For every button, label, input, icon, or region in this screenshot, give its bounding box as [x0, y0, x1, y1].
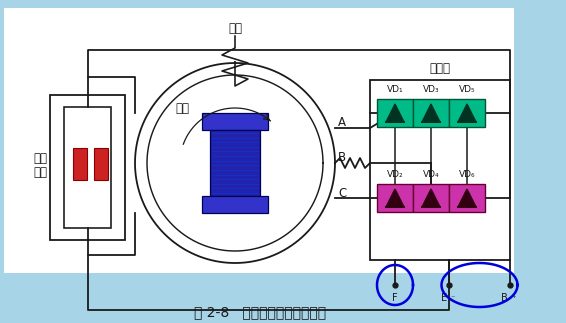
- Bar: [4, 8, 514, 273]
- Text: VD₄: VD₄: [423, 170, 439, 179]
- Bar: [377, 184, 413, 212]
- Text: 电刷: 电刷: [33, 165, 47, 179]
- Text: E: E: [441, 293, 447, 303]
- Polygon shape: [458, 189, 476, 207]
- Polygon shape: [422, 189, 440, 207]
- Text: 滑环: 滑环: [33, 151, 47, 164]
- Bar: [202, 196, 268, 213]
- Text: VD₂: VD₂: [387, 170, 404, 179]
- Bar: [50, 95, 125, 240]
- Polygon shape: [458, 104, 476, 122]
- Bar: [413, 99, 449, 127]
- Text: 整流器: 整流器: [430, 61, 451, 75]
- Polygon shape: [386, 189, 404, 207]
- Text: VD₆: VD₆: [458, 170, 475, 179]
- Text: VD₅: VD₅: [458, 85, 475, 94]
- Polygon shape: [386, 104, 404, 122]
- Text: B: B: [501, 293, 508, 303]
- Bar: [64, 107, 111, 228]
- Text: 定子: 定子: [228, 22, 242, 35]
- Bar: [73, 148, 87, 180]
- Text: F: F: [392, 293, 398, 303]
- Polygon shape: [422, 104, 440, 122]
- Text: VD₃: VD₃: [423, 85, 439, 94]
- Bar: [449, 99, 485, 127]
- Bar: [377, 99, 413, 127]
- Bar: [94, 148, 108, 180]
- Text: ⁺: ⁺: [511, 294, 516, 303]
- Text: B: B: [338, 151, 346, 163]
- Text: 转子: 转子: [175, 101, 189, 114]
- Bar: [449, 184, 485, 212]
- Bar: [210, 130, 260, 196]
- Bar: [202, 113, 268, 130]
- Bar: [413, 184, 449, 212]
- Text: VD₁: VD₁: [387, 85, 404, 94]
- Text: A: A: [338, 116, 346, 129]
- Text: 图 2-8   交流发电机工作原理图: 图 2-8 交流发电机工作原理图: [194, 305, 326, 319]
- Bar: [370, 80, 510, 260]
- Text: C: C: [338, 186, 346, 200]
- Text: ⁻: ⁻: [450, 294, 454, 303]
